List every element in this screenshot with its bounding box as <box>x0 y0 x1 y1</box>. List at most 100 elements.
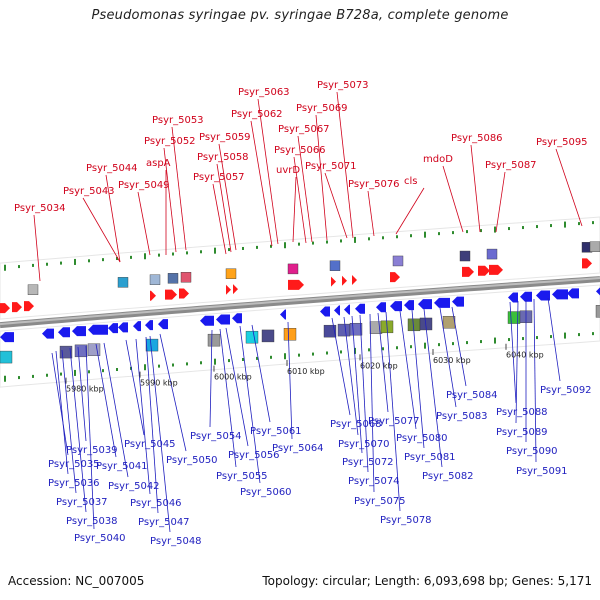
outer-dot <box>256 245 258 249</box>
forward-gene-label: Psyr_5087 <box>485 160 537 171</box>
reverse-gene-arrow <box>72 326 86 337</box>
outer-dot <box>480 229 482 233</box>
forward-gene-arrow <box>165 289 177 300</box>
reverse-leader-line <box>135 338 151 495</box>
gene-box-reverse <box>261 329 275 343</box>
forward-gene-label: uvrD <box>276 165 300 176</box>
reverse-leader-line <box>359 314 369 473</box>
reverse-leader-line <box>125 339 145 436</box>
forward-gene-label: Psyr_5058 <box>197 152 249 163</box>
forward-leader-line <box>216 163 232 253</box>
reverse-gene-arrow <box>355 303 365 314</box>
reverse-gene-label: Psyr_5040 <box>74 533 126 544</box>
inner-dot <box>74 369 76 376</box>
reverse-gene-arrow <box>390 301 402 312</box>
outer-dot <box>228 248 230 252</box>
forward-gene-arrow <box>179 288 189 299</box>
forward-leader-line <box>336 91 354 239</box>
reverse-gene-label: Psyr_5045 <box>124 439 176 450</box>
reverse-gene-labels: Psyr_5035 Psyr_5036 Psyr_5037 Psyr_5038 Psyr… <box>48 297 592 547</box>
gene-box-forward <box>225 268 237 279</box>
outer-dot <box>18 265 20 269</box>
reverse-gene-arrow <box>158 319 168 330</box>
reverse-gene-label: Psyr_5082 <box>422 471 474 482</box>
gene-box-forward <box>149 274 161 285</box>
forward-gene-label: Psyr_5052 <box>144 136 196 147</box>
reverse-leader-line <box>219 328 237 468</box>
forward-leader-line <box>163 147 177 253</box>
outer-dot <box>382 236 384 240</box>
outer-dot <box>578 222 580 226</box>
forward-gene-label: Psyr_5073 <box>317 80 369 91</box>
reverse-gene-arrow <box>58 327 70 338</box>
reverse-leader-line <box>515 300 519 424</box>
reverse-gene-label: Psyr_5081 <box>404 452 456 463</box>
forward-gene-arrow <box>462 266 474 277</box>
forward-leader-line <box>555 148 583 227</box>
reverse-leader-line <box>77 346 87 442</box>
forward-gene-arrow <box>352 275 357 286</box>
inner-dot <box>312 352 314 356</box>
forward-leader-line <box>315 114 328 241</box>
reverse-leader-line <box>103 342 129 478</box>
forward-leader-line <box>250 120 273 247</box>
gene-box-forward <box>486 248 498 260</box>
inner-dot <box>158 364 160 368</box>
tick-label: 6000 kbp <box>214 373 252 382</box>
outer-dot <box>592 221 594 225</box>
inner-dot <box>242 357 244 361</box>
forward-gene-label: Psyr_5086 <box>451 133 503 144</box>
reverse-gene-label: Psyr_5056 <box>228 450 280 461</box>
gene-box-reverse <box>0 350 13 364</box>
forward-gene-label: mdoD <box>423 154 453 165</box>
inner-dot <box>578 333 580 337</box>
reverse-leader-line <box>377 312 389 413</box>
reverse-gene-label: Psyr_5061 <box>250 426 302 437</box>
reverse-gene-arrow <box>88 324 108 335</box>
reverse-gene-arrow <box>118 322 128 333</box>
reverse-gene-arrow <box>520 291 532 302</box>
genome-title: Pseudomonas syringae pv. syringae B728a,… <box>91 8 509 23</box>
gene-box-reverse <box>74 344 88 358</box>
forward-gene-arrow <box>478 265 490 276</box>
inner-dot <box>200 361 202 365</box>
forward-gene-label: cls <box>404 176 418 187</box>
inner-dot <box>298 353 300 357</box>
reverse-gene-arrow <box>376 302 386 313</box>
forward-leader-line <box>33 214 41 282</box>
genome-backbone <box>0 276 600 329</box>
reverse-leader-line <box>411 309 425 449</box>
gene-box-forward <box>180 272 192 283</box>
forward-leader-line <box>442 165 464 233</box>
reverse-gene-arrow <box>536 290 550 301</box>
reverse-gene-arrow <box>145 320 153 331</box>
reverse-gene-arrow <box>42 328 54 339</box>
outer-dot <box>186 251 188 255</box>
gene-box-reverse <box>337 323 351 337</box>
reverse-gene-label: Psyr_5055 <box>216 471 268 482</box>
reverse-gene-label: Psyr_5088 <box>496 407 548 418</box>
tick-label: 6010 kbp <box>287 367 325 376</box>
forward-gene-arrow <box>582 258 592 269</box>
reverse-gene-arrow <box>418 299 432 310</box>
forward-leader-line <box>470 144 481 233</box>
forward-leader-line <box>395 187 425 235</box>
inner-dot <box>396 346 398 350</box>
forward-leader-line <box>105 174 121 263</box>
reverse-gene-arrow <box>280 309 286 320</box>
forward-gene-arrow <box>288 279 304 290</box>
reverse-leader-line <box>331 317 351 416</box>
inner-dot <box>382 347 384 351</box>
reverse-gene-label: Psyr_5036 <box>48 478 100 489</box>
reverse-leader-line <box>509 301 517 404</box>
inner-dot <box>4 375 6 382</box>
reverse-gene-arrow <box>108 323 118 334</box>
outer-dot <box>550 224 552 228</box>
inner-dot <box>592 332 594 336</box>
reverse-leader-line <box>225 327 249 447</box>
reverse-gene-label: Psyr_5075 <box>354 496 406 507</box>
reverse-leader-line <box>287 321 293 440</box>
reverse-gene-arrow <box>567 288 579 299</box>
gene-box-reverse <box>595 305 600 318</box>
inner-dot <box>354 347 356 354</box>
